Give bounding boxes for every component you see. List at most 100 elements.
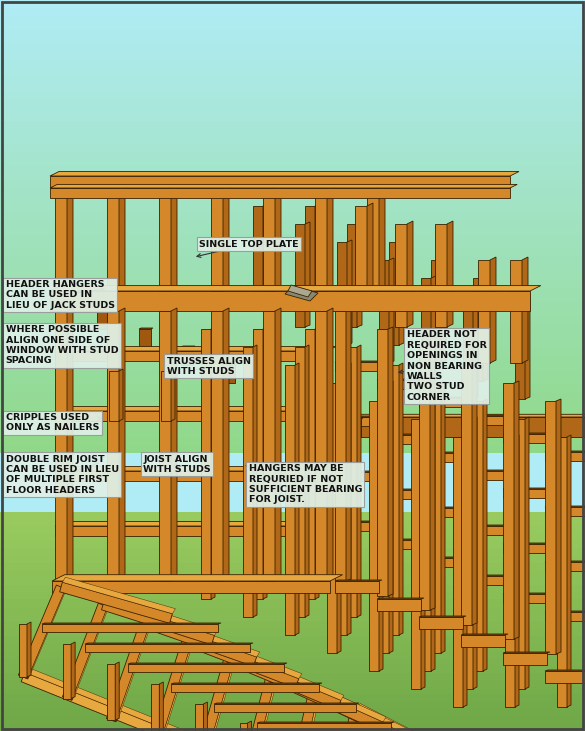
- Polygon shape: [335, 581, 379, 593]
- Polygon shape: [283, 694, 318, 731]
- Polygon shape: [19, 624, 27, 677]
- Polygon shape: [389, 242, 399, 345]
- Polygon shape: [42, 624, 218, 632]
- Polygon shape: [0, 585, 585, 592]
- Polygon shape: [25, 667, 367, 731]
- Polygon shape: [227, 654, 341, 710]
- Polygon shape: [0, 415, 585, 423]
- Polygon shape: [473, 294, 478, 399]
- Polygon shape: [347, 363, 351, 635]
- Polygon shape: [0, 265, 585, 272]
- Polygon shape: [0, 393, 585, 401]
- Text: HEADER NOT
REQUIRED FOR
OPENINGS IN
NON BEARING
WALLS
TWO STUD
CORNER: HEADER NOT REQUIRED FOR OPENINGS IN NON …: [399, 330, 487, 402]
- Polygon shape: [223, 364, 237, 365]
- Polygon shape: [463, 419, 473, 689]
- Polygon shape: [335, 580, 382, 581]
- Polygon shape: [0, 83, 585, 91]
- Polygon shape: [357, 703, 470, 731]
- Polygon shape: [67, 185, 73, 291]
- Polygon shape: [447, 221, 453, 327]
- Polygon shape: [0, 438, 585, 446]
- Polygon shape: [42, 623, 221, 624]
- Polygon shape: [399, 240, 404, 345]
- Polygon shape: [0, 23, 585, 30]
- Polygon shape: [0, 673, 585, 680]
- Polygon shape: [119, 369, 123, 421]
- Polygon shape: [0, 98, 585, 106]
- Polygon shape: [263, 327, 267, 599]
- Polygon shape: [50, 188, 510, 198]
- Polygon shape: [503, 594, 556, 603]
- Polygon shape: [545, 611, 585, 612]
- Polygon shape: [0, 38, 585, 45]
- Polygon shape: [223, 308, 229, 581]
- Polygon shape: [0, 423, 585, 431]
- Polygon shape: [305, 329, 315, 599]
- Polygon shape: [0, 242, 585, 249]
- Polygon shape: [152, 684, 159, 731]
- Polygon shape: [55, 292, 69, 293]
- Polygon shape: [0, 556, 585, 563]
- Polygon shape: [0, 325, 585, 333]
- Polygon shape: [379, 260, 389, 363]
- Polygon shape: [50, 176, 510, 188]
- Polygon shape: [0, 174, 585, 181]
- Polygon shape: [545, 562, 585, 571]
- Polygon shape: [253, 206, 263, 309]
- Polygon shape: [367, 203, 373, 309]
- Polygon shape: [377, 329, 388, 596]
- Polygon shape: [377, 599, 421, 611]
- Polygon shape: [327, 712, 360, 731]
- Polygon shape: [315, 686, 428, 731]
- Polygon shape: [503, 653, 547, 665]
- Polygon shape: [55, 466, 336, 471]
- Polygon shape: [159, 682, 163, 731]
- Polygon shape: [377, 598, 424, 599]
- Polygon shape: [0, 317, 585, 325]
- Polygon shape: [419, 453, 472, 462]
- Polygon shape: [27, 584, 68, 679]
- Polygon shape: [273, 667, 386, 722]
- Polygon shape: [377, 379, 433, 380]
- Polygon shape: [105, 595, 218, 635]
- Polygon shape: [419, 347, 430, 610]
- Polygon shape: [377, 435, 430, 444]
- Polygon shape: [257, 723, 391, 731]
- Polygon shape: [453, 437, 463, 707]
- Polygon shape: [55, 188, 67, 291]
- Polygon shape: [85, 644, 250, 652]
- Polygon shape: [0, 709, 585, 716]
- Polygon shape: [55, 471, 327, 481]
- Polygon shape: [0, 519, 585, 526]
- Polygon shape: [0, 310, 585, 317]
- Polygon shape: [335, 416, 391, 417]
- Polygon shape: [315, 204, 320, 309]
- Polygon shape: [461, 634, 508, 635]
- Polygon shape: [503, 489, 556, 498]
- Polygon shape: [0, 53, 585, 61]
- Polygon shape: [50, 184, 517, 188]
- Polygon shape: [247, 721, 252, 731]
- Polygon shape: [150, 640, 192, 731]
- Polygon shape: [335, 522, 388, 531]
- Polygon shape: [0, 45, 585, 53]
- Polygon shape: [567, 435, 571, 707]
- Polygon shape: [377, 380, 430, 389]
- Polygon shape: [257, 722, 394, 723]
- Polygon shape: [195, 658, 234, 731]
- Polygon shape: [239, 675, 276, 731]
- Polygon shape: [431, 399, 435, 671]
- Polygon shape: [337, 365, 347, 635]
- Polygon shape: [0, 121, 585, 129]
- Polygon shape: [50, 286, 541, 291]
- Polygon shape: [223, 365, 235, 383]
- Polygon shape: [419, 557, 475, 558]
- Polygon shape: [461, 416, 514, 425]
- Polygon shape: [335, 311, 346, 581]
- Polygon shape: [347, 240, 352, 345]
- Polygon shape: [505, 437, 515, 707]
- Polygon shape: [421, 417, 425, 689]
- Polygon shape: [315, 188, 327, 291]
- Polygon shape: [50, 291, 530, 311]
- Polygon shape: [204, 702, 208, 731]
